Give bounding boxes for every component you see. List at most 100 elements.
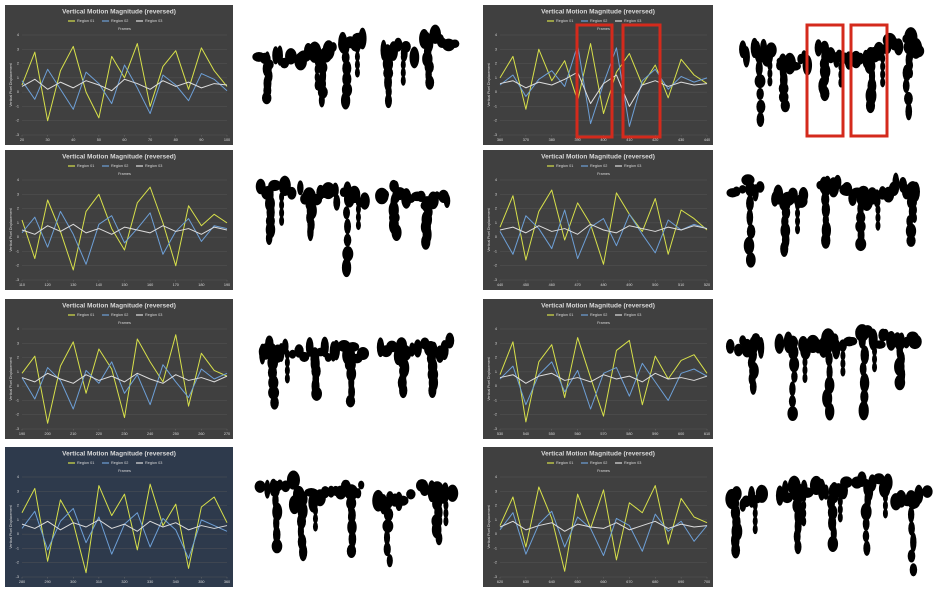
- silhouette-drip: [859, 401, 869, 421]
- legend-label: Region 01: [77, 164, 94, 168]
- silhouette-blob: [894, 38, 903, 55]
- silhouette-panel: [717, 299, 934, 439]
- silhouette-drip: [355, 68, 360, 78]
- silhouette-drip: [425, 75, 434, 89]
- x-tick-label: 650: [574, 580, 580, 584]
- x-tick-label: 50: [97, 138, 101, 142]
- silhouette-blob: [922, 485, 933, 498]
- y-tick-label: 4: [495, 327, 497, 331]
- x-tick-label: 80: [174, 138, 178, 142]
- silhouette-blob: [297, 180, 303, 195]
- silhouette-drip: [855, 237, 866, 251]
- legend-label: Region 01: [77, 313, 94, 317]
- silhouette-drip: [346, 395, 355, 408]
- y-tick-label: 1: [17, 518, 19, 522]
- silhouette-drip: [880, 77, 885, 87]
- chart: Vertical Motion Magnitude (reversed)Regi…: [5, 5, 233, 145]
- legend-label: Region 03: [624, 164, 641, 168]
- x-tick-label: 150: [121, 283, 127, 287]
- silhouette-blob: [287, 187, 296, 200]
- y-tick-label: 0: [17, 90, 19, 94]
- legend-label: Region 02: [111, 164, 128, 168]
- silhouette-drip: [747, 224, 756, 239]
- silhouette-drip: [906, 235, 915, 247]
- silhouette-drip: [343, 206, 350, 219]
- chart: Vertical Motion Magnitude (reversed)Regi…: [483, 150, 713, 290]
- silhouette-drip: [262, 92, 271, 105]
- x-tick-label: 590: [652, 432, 658, 436]
- x-tick-label: 400: [600, 138, 606, 142]
- silhouette-drip: [399, 383, 407, 398]
- legend-label: Region 01: [77, 19, 94, 23]
- x-tick-label: 180: [198, 283, 204, 287]
- y-tick-label: 3: [17, 47, 19, 51]
- silhouette-blob: [406, 489, 415, 499]
- x-tick-label: 290: [44, 580, 50, 584]
- chart-title: Vertical Motion Magnitude (reversed): [541, 303, 655, 310]
- silhouette-blob: [840, 476, 853, 488]
- y-tick-label: -2: [494, 119, 497, 123]
- legend-label: Region 02: [590, 313, 607, 317]
- silhouette-drip: [443, 516, 448, 526]
- silhouette-drip: [840, 367, 845, 377]
- x-tick-label: 440: [497, 283, 503, 287]
- y-tick-label: 2: [17, 504, 19, 508]
- y-tick-label: -1: [16, 398, 19, 402]
- x-tick-label: 510: [678, 283, 684, 287]
- y-tick-label: 4: [495, 33, 497, 37]
- y-tick-label: 3: [495, 192, 497, 196]
- legend-label: Region 01: [556, 164, 573, 168]
- y-tick-label: -3: [16, 575, 19, 579]
- x-tick-label: 500: [652, 283, 658, 287]
- silhouette-drip: [863, 517, 870, 531]
- silhouette-drip: [863, 530, 870, 542]
- x-tick-label: 430: [678, 138, 684, 142]
- silhouette-blob: [892, 173, 899, 193]
- legend-label: Region 03: [145, 313, 162, 317]
- silhouette-drip: [908, 68, 913, 78]
- x-axis-title: Frames: [597, 172, 610, 176]
- x-tick-label: 630: [523, 580, 529, 584]
- figure: Vertical Motion Magnitude (reversed) Regi…: [0, 0, 934, 590]
- silhouette-drip: [315, 80, 320, 90]
- legend-label: Region 03: [624, 461, 641, 465]
- x-tick-label: 330: [147, 580, 153, 584]
- x-tick-label: 190: [19, 432, 25, 436]
- chart-title: Vertical Motion Magnitude (reversed): [62, 303, 176, 310]
- silhouette-blob: [410, 47, 420, 69]
- silhouette-drip: [342, 258, 351, 277]
- silhouette-blob: [912, 45, 924, 58]
- silhouette-drip: [789, 395, 796, 407]
- legend-label: Region 03: [624, 19, 641, 23]
- x-tick-label: 70: [148, 138, 152, 142]
- legend-label: Region 03: [145, 164, 162, 168]
- silhouette-drip: [910, 563, 917, 576]
- y-tick-label: -1: [16, 104, 19, 108]
- silhouette-blob: [255, 480, 266, 492]
- x-tick-label: 20: [20, 138, 24, 142]
- x-axis-title: Frames: [118, 469, 131, 473]
- silhouette-blob: [330, 42, 337, 52]
- y-tick-label: 2: [495, 504, 497, 508]
- x-tick-label: 670: [626, 580, 632, 584]
- silhouette-drip: [883, 508, 888, 518]
- silhouette-blob: [445, 333, 454, 349]
- chart: Vertical Motion Magnitude (reversed)Regi…: [483, 447, 713, 587]
- x-tick-label: 580: [626, 432, 632, 436]
- y-tick-label: 0: [495, 235, 497, 239]
- x-tick-label: 380: [549, 138, 555, 142]
- silhouette-drip: [828, 536, 838, 552]
- silhouette-drip: [791, 371, 797, 383]
- y-tick-label: 3: [17, 341, 19, 345]
- silhouette-drip: [421, 234, 430, 250]
- silhouette-panel: [236, 447, 462, 587]
- silhouette-panel: [236, 150, 462, 290]
- silhouette-blob: [394, 38, 403, 52]
- legend-label: Region 02: [590, 19, 607, 23]
- silhouette-drip: [756, 88, 763, 100]
- silhouette-panel: [717, 150, 934, 290]
- silhouette-drip: [344, 191, 355, 208]
- silhouette-background: [717, 447, 934, 587]
- x-axis-title: Frames: [597, 321, 610, 325]
- x-tick-label: 370: [523, 138, 529, 142]
